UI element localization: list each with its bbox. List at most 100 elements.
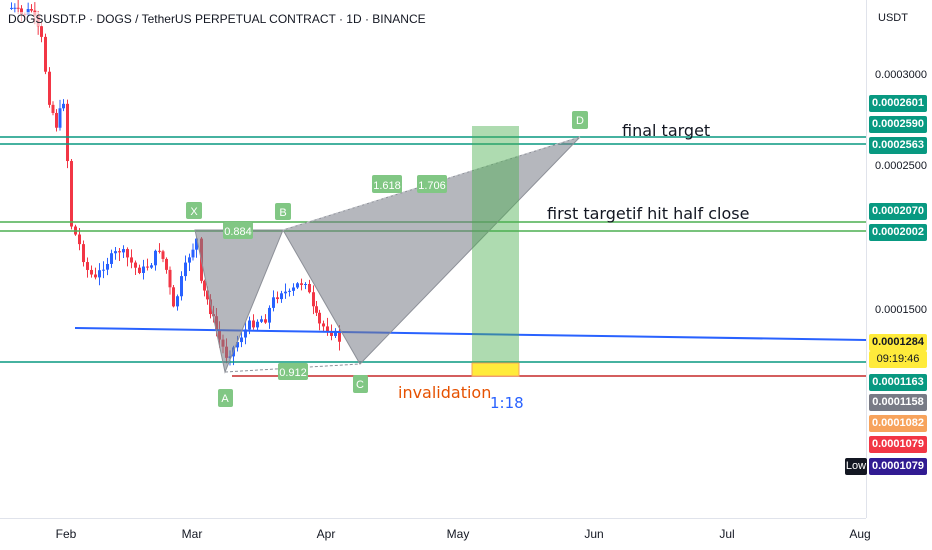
ratio-1706-text: 1.706 bbox=[418, 180, 446, 192]
candle-body bbox=[30, 9, 33, 11]
candle-body bbox=[130, 257, 133, 263]
point-x[interactable]: X bbox=[186, 202, 202, 219]
ratio-0912-text: 0.912 bbox=[279, 367, 307, 379]
point-d-label: D bbox=[576, 115, 584, 127]
candle-body bbox=[158, 250, 161, 252]
candle-body bbox=[244, 329, 247, 338]
candle-body bbox=[338, 330, 341, 342]
time-axis-divider bbox=[0, 518, 866, 519]
low-label: Low bbox=[845, 458, 867, 475]
first-target-text: first target bbox=[547, 204, 632, 223]
price-tick-0003000: 0.0003000 bbox=[875, 69, 927, 81]
price-tag-low: 0.0001079 bbox=[869, 458, 927, 475]
candle-body bbox=[51, 104, 55, 113]
candle-body bbox=[203, 280, 206, 291]
candle-body bbox=[62, 103, 65, 109]
candle-body bbox=[312, 292, 315, 307]
time-tick-apr: Apr bbox=[316, 527, 336, 541]
candle-body bbox=[284, 291, 287, 294]
candle-body bbox=[126, 249, 129, 258]
candle-body bbox=[114, 251, 117, 254]
candle-body bbox=[118, 251, 121, 253]
candle-body bbox=[40, 26, 43, 37]
candle-body bbox=[16, 7, 20, 9]
point-c[interactable]: C bbox=[353, 375, 368, 393]
time-tick-feb: Feb bbox=[55, 527, 77, 541]
candle-body bbox=[150, 265, 153, 268]
candle-body bbox=[106, 263, 109, 270]
ratio-1706: 1.706 bbox=[417, 175, 447, 193]
trend-line bbox=[74, 327, 866, 341]
price-tag-0001163: 0.0001163 bbox=[869, 374, 927, 391]
price-tag-0002601: 0.0002601 bbox=[869, 95, 927, 112]
candle-body bbox=[168, 269, 172, 288]
candle-body bbox=[188, 257, 191, 263]
price-tag-0002563: 0.0002563 bbox=[869, 137, 927, 154]
time-tick-mar: Mar bbox=[181, 527, 203, 541]
candle-body bbox=[236, 342, 239, 348]
ratio-0884: 0.884 bbox=[223, 222, 253, 239]
candle-body bbox=[191, 249, 195, 258]
chart-canvas[interactable]: X A B C D 0.884 0.912 1.618 bbox=[0, 0, 866, 518]
point-b-label: B bbox=[279, 207, 286, 219]
point-a[interactable]: A bbox=[218, 389, 233, 407]
point-d[interactable]: D bbox=[572, 111, 588, 129]
candle-body bbox=[138, 267, 141, 273]
candle-body bbox=[58, 108, 62, 128]
symbol-title[interactable]: DOGSUSDT.P · DOGS / TetherUS PERPETUAL C… bbox=[6, 12, 428, 26]
invalidation-text: invalidation bbox=[398, 383, 491, 402]
ratio-0912: 0.912 bbox=[278, 363, 308, 380]
candle-body bbox=[260, 319, 263, 322]
price-tag-0002002: 0.0002002 bbox=[869, 224, 927, 241]
price-tag-0002070: 0.0002070 bbox=[869, 203, 927, 220]
candle-body bbox=[90, 269, 93, 275]
time-tick-aug: Aug bbox=[849, 527, 871, 541]
candle-body bbox=[195, 238, 198, 250]
candle-body bbox=[142, 266, 145, 273]
candle-body bbox=[20, 8, 23, 15]
candle-body bbox=[272, 297, 275, 308]
candle-body bbox=[180, 276, 183, 297]
countdown-tag: 09:19:46 bbox=[869, 351, 927, 368]
candle-body bbox=[134, 262, 137, 268]
candle-body bbox=[252, 320, 255, 328]
candle-body bbox=[334, 330, 337, 336]
point-x-label: X bbox=[190, 206, 198, 218]
candle-body bbox=[264, 319, 267, 323]
candle-body bbox=[304, 284, 307, 286]
candle-body bbox=[110, 253, 113, 264]
candle-body bbox=[209, 299, 212, 315]
candle-body bbox=[330, 331, 333, 336]
position-stop-zone bbox=[471, 362, 520, 377]
candle-body bbox=[102, 269, 105, 271]
candle-body bbox=[122, 249, 125, 253]
candle-body bbox=[268, 307, 271, 323]
candle-body bbox=[315, 306, 318, 313]
candle-body bbox=[322, 323, 325, 327]
candle-body bbox=[165, 258, 168, 270]
candle-body bbox=[318, 312, 321, 324]
candle-body bbox=[154, 250, 157, 266]
candle-body bbox=[44, 36, 47, 72]
candle-body bbox=[276, 297, 279, 300]
price-tick-0002500: 0.0002500 bbox=[875, 160, 927, 172]
ratio-1618: 1.618 bbox=[372, 175, 402, 193]
candle-body bbox=[280, 293, 283, 300]
pattern-xab bbox=[194, 229, 284, 374]
point-b[interactable]: B bbox=[275, 203, 291, 220]
currency-label[interactable]: USDT bbox=[878, 12, 908, 24]
risk-reward-text: 1:18 bbox=[490, 394, 524, 412]
candle-body bbox=[10, 7, 13, 9]
candle-body bbox=[172, 287, 175, 307]
candle-body bbox=[55, 112, 58, 128]
candle-body bbox=[288, 290, 291, 292]
candle-body bbox=[326, 326, 329, 332]
candle-body bbox=[292, 287, 295, 291]
price-tag-0001082: 0.0001082 bbox=[869, 415, 927, 432]
last-price-tag: 0.0001284 bbox=[869, 334, 927, 351]
price-axis-divider bbox=[866, 0, 867, 518]
ratio-1618-text: 1.618 bbox=[373, 180, 401, 192]
candle-body bbox=[78, 234, 81, 245]
time-tick-jun: Jun bbox=[584, 527, 604, 541]
